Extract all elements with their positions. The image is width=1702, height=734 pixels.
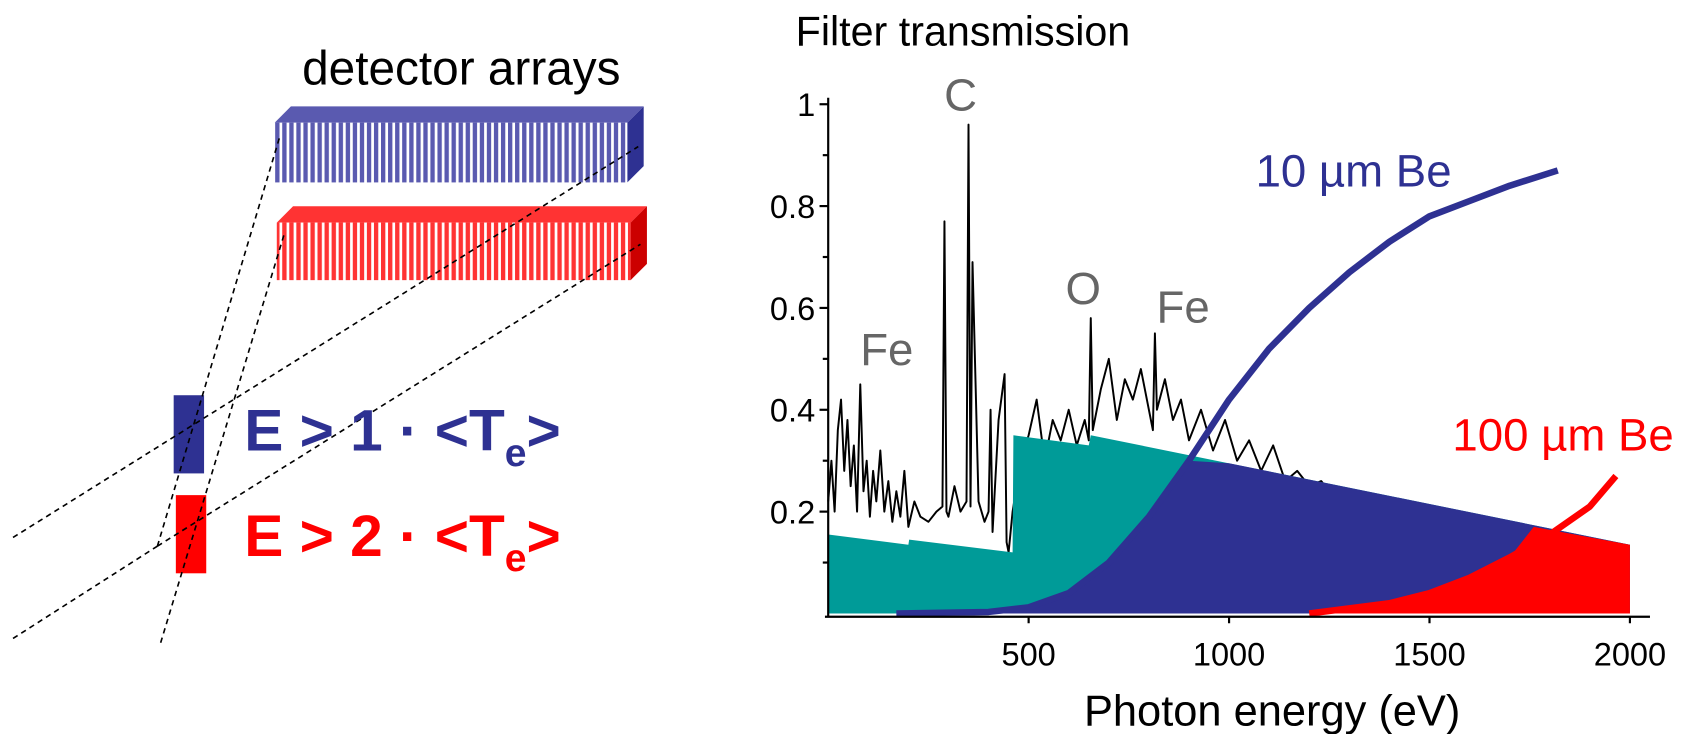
line — [1308, 473, 1619, 617]
y-tick-label: 0.6 — [770, 291, 815, 327]
chart: Filter transmission Photon energy (eV) 0… — [770, 9, 1674, 734]
chart-title: Filter transmission — [796, 9, 1131, 55]
series-label: 100 µm Be — [1452, 410, 1673, 461]
x-axis-label: Photon energy (eV) — [1084, 687, 1460, 734]
label-part: > — [527, 504, 561, 569]
y-tick-label: 0.8 — [770, 189, 815, 225]
element-label: O — [1066, 263, 1101, 314]
y-tick-label: 1 — [797, 87, 815, 123]
energy-label: E > 2 · <Te> — [244, 504, 561, 580]
element-label: C — [944, 70, 977, 121]
label-part: E > 1 · <T — [244, 399, 505, 464]
subscript: e — [505, 537, 527, 580]
sightlines — [12, 135, 641, 644]
element-label: Fe — [1157, 281, 1210, 332]
element-label: Fe — [860, 324, 913, 375]
area — [1309, 526, 1630, 614]
x-tick-label: 1000 — [1193, 637, 1265, 673]
blue-array — [274, 122, 628, 183]
label-part: > — [527, 399, 561, 464]
series-label: 10 µm Be — [1256, 146, 1452, 197]
area — [896, 460, 1630, 614]
label-part: E > 2 · <T — [244, 504, 505, 569]
subscript: e — [505, 432, 527, 475]
y-tick-label: 0.4 — [770, 393, 815, 429]
energy-label: E > 1 · <Te> — [244, 399, 561, 475]
red-array — [276, 222, 631, 281]
plot-area — [827, 123, 1630, 617]
energy-labels: E > 1 · <Te>E > 2 · <Te> — [244, 399, 561, 581]
y-tick-label: 0.2 — [770, 495, 815, 531]
line — [827, 123, 1339, 554]
x-tick-label: 2000 — [1594, 637, 1666, 673]
x-tick-label: 1500 — [1393, 637, 1465, 673]
box-top — [274, 106, 644, 123]
diagram-title: detector arrays — [302, 43, 620, 96]
x-tick-label: 500 — [1001, 637, 1055, 673]
blue-detector — [173, 395, 205, 474]
detector-diagram: detector arrays E > 1 · <Te>E > 2 · <Te> — [12, 43, 647, 644]
box-side — [627, 106, 644, 183]
box-side — [630, 206, 647, 281]
line — [896, 167, 1559, 617]
box-top — [276, 206, 647, 223]
